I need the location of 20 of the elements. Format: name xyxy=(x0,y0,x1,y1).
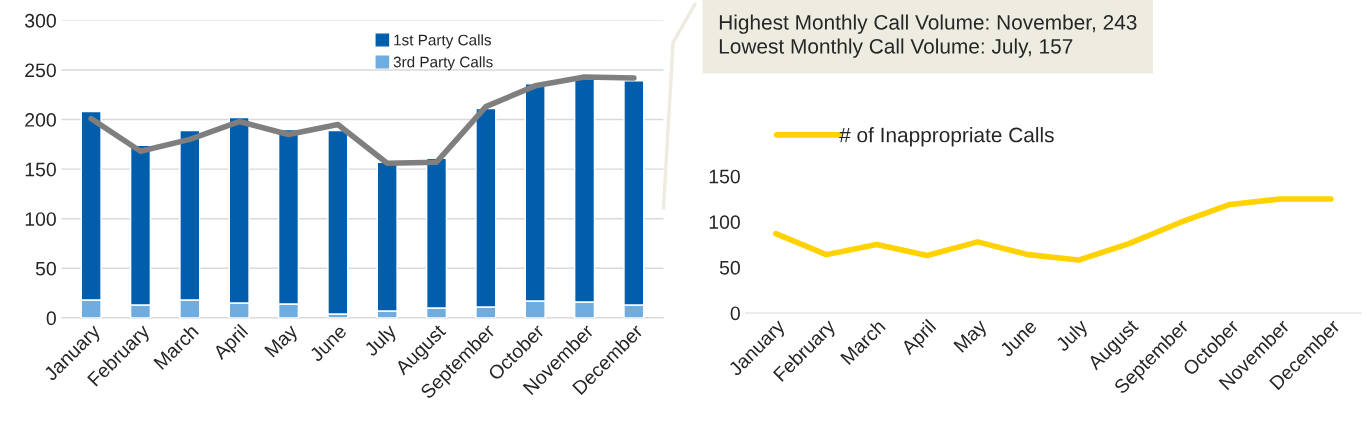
y-tick-label: 200 xyxy=(25,113,56,127)
y-tick-label: 0 xyxy=(730,306,740,321)
bar xyxy=(327,129,349,315)
y-tick-label: 100 xyxy=(709,215,740,230)
x-tick-label: July xyxy=(1054,317,1092,355)
y-tick-label: 250 xyxy=(25,63,56,78)
legend-label: # of Inappropriate Calls xyxy=(839,127,1054,147)
y-tick-label: 150 xyxy=(709,169,740,184)
y-tick-label: 50 xyxy=(719,260,740,275)
y-tick-label: 100 xyxy=(25,212,56,226)
legend-label: 3rd Party Calls xyxy=(393,56,493,71)
text: Highest Monthly Call Volume: November, 243 Lowest Monthly Call Volume: July, 157 xyxy=(719,14,1137,58)
x-tick-label: May xyxy=(264,323,302,361)
x-tick-label: May xyxy=(953,318,991,356)
y-tick-label: 150 xyxy=(25,162,56,177)
y-tick-label: 50 xyxy=(35,261,56,276)
y-tick-label: 0 xyxy=(46,311,56,326)
y-tick-label: 300 xyxy=(25,13,56,28)
legend-label: 1st Party Calls xyxy=(394,34,491,49)
x-tick-label: July xyxy=(362,322,400,360)
